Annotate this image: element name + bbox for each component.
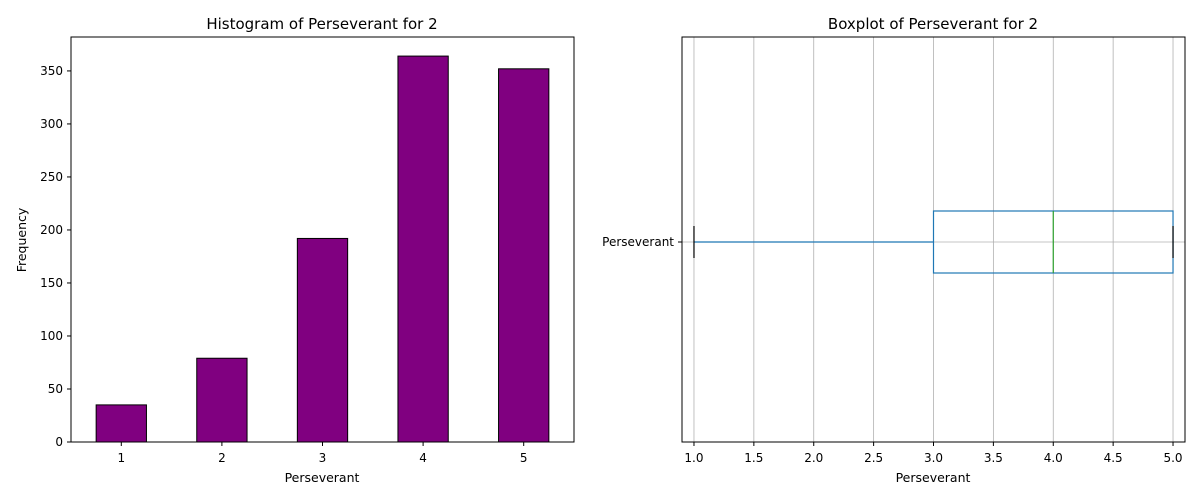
histogram-y-tick-label: 100 bbox=[40, 329, 63, 343]
histogram-title: Histogram of Perseverant for 2 bbox=[206, 15, 437, 33]
histogram-y-tick-label: 200 bbox=[40, 223, 63, 237]
boxplot-x-tick-label: 4.5 bbox=[1104, 451, 1123, 465]
boxplot-panel: Boxplot of Perseverant for 2 1.0 1.5 2.0 2.… bbox=[602, 15, 1185, 485]
histogram-y-tick-label: 50 bbox=[48, 382, 63, 396]
histogram-x-axis-label: Perseverant bbox=[285, 470, 360, 485]
boxplot-x-tick-label: 3.0 bbox=[924, 451, 943, 465]
histogram-bar bbox=[499, 69, 549, 442]
histogram-bar bbox=[96, 405, 146, 442]
boxplot-x-tick-label: 4.0 bbox=[1044, 451, 1063, 465]
histogram-y-axis-label: Frequency bbox=[14, 207, 29, 272]
histogram-bar bbox=[197, 358, 247, 442]
boxplot-y-ticks: Perseverant bbox=[602, 235, 682, 249]
boxplot-x-tick-label: 2.5 bbox=[864, 451, 883, 465]
histogram-y-ticks: 0 50 100 150 200 250 300 350 bbox=[40, 64, 71, 449]
boxplot-title: Boxplot of Perseverant for 2 bbox=[828, 15, 1038, 33]
histogram-x-tick-label: 1 bbox=[117, 451, 125, 465]
boxplot-x-tick-label: 3.5 bbox=[984, 451, 1003, 465]
boxplot-x-tick-label: 5.0 bbox=[1163, 451, 1182, 465]
histogram-bar bbox=[297, 238, 347, 442]
histogram-x-ticks: 1 2 3 4 5 bbox=[117, 442, 527, 465]
histogram-panel: Histogram of Perseverant for 2 1 2 3 4 5 0 50… bbox=[14, 15, 574, 485]
histogram-y-tick-label: 0 bbox=[55, 435, 63, 449]
boxplot-x-tick-label: 2.0 bbox=[804, 451, 823, 465]
histogram-y-tick-label: 150 bbox=[40, 276, 63, 290]
boxplot-x-tick-label: 1.5 bbox=[744, 451, 763, 465]
boxplot-y-tick-label: Perseverant bbox=[602, 235, 674, 249]
boxplot-x-axis-label: Perseverant bbox=[896, 470, 971, 485]
boxplot-x-ticks: 1.0 1.5 2.0 2.5 3.0 3.5 4.0 4.5 5.0 bbox=[684, 442, 1182, 465]
histogram-x-tick-label: 4 bbox=[419, 451, 427, 465]
histogram-x-tick-label: 5 bbox=[520, 451, 528, 465]
boxplot-x-tick-label: 1.0 bbox=[684, 451, 703, 465]
histogram-bar bbox=[398, 56, 448, 442]
histogram-x-tick-label: 2 bbox=[218, 451, 226, 465]
histogram-bars bbox=[96, 56, 549, 442]
histogram-y-tick-label: 300 bbox=[40, 117, 63, 131]
histogram-y-tick-label: 350 bbox=[40, 64, 63, 78]
histogram-x-tick-label: 3 bbox=[319, 451, 327, 465]
histogram-y-tick-label: 250 bbox=[40, 170, 63, 184]
